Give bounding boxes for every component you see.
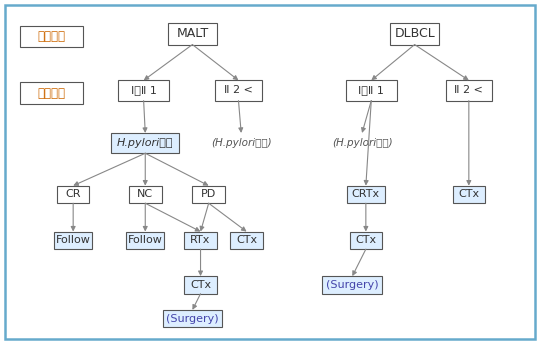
Bar bbox=[54, 232, 92, 249]
Text: CTx: CTx bbox=[190, 280, 211, 290]
Text: DLBCL: DLBCL bbox=[394, 27, 435, 40]
Text: (H.pylori除菌): (H.pylori除菌) bbox=[211, 138, 272, 148]
Bar bbox=[347, 186, 385, 203]
Bar bbox=[112, 133, 179, 153]
Text: (Surgery): (Surgery) bbox=[166, 314, 219, 324]
Text: NC: NC bbox=[137, 189, 153, 200]
Text: I，Ⅱ 1: I，Ⅱ 1 bbox=[131, 85, 157, 95]
Bar bbox=[346, 80, 397, 100]
Text: CTx: CTx bbox=[236, 235, 257, 245]
Text: CTx: CTx bbox=[459, 189, 479, 200]
Bar bbox=[129, 186, 162, 203]
Text: 生検組織: 生検組織 bbox=[37, 30, 66, 43]
Text: CR: CR bbox=[66, 189, 81, 200]
Text: Follow: Follow bbox=[56, 235, 91, 245]
Bar bbox=[57, 186, 89, 203]
Text: RTx: RTx bbox=[190, 235, 211, 245]
Bar bbox=[118, 80, 169, 100]
Text: PD: PD bbox=[201, 189, 216, 200]
Bar bbox=[453, 186, 485, 203]
Bar bbox=[184, 232, 217, 249]
Bar bbox=[230, 232, 263, 249]
Text: CRTx: CRTx bbox=[352, 189, 380, 200]
Text: Ⅱ 2 <: Ⅱ 2 < bbox=[454, 85, 483, 95]
Bar bbox=[192, 186, 225, 203]
Bar bbox=[168, 23, 217, 45]
Text: (Surgery): (Surgery) bbox=[326, 280, 379, 290]
Bar bbox=[184, 276, 217, 294]
Bar bbox=[21, 82, 82, 104]
Text: Ⅱ 2 <: Ⅱ 2 < bbox=[224, 85, 253, 95]
Text: 臨床病期: 臨床病期 bbox=[37, 87, 66, 100]
Bar bbox=[350, 232, 382, 249]
Bar bbox=[216, 80, 262, 100]
Text: MALT: MALT bbox=[176, 27, 209, 40]
Text: CTx: CTx bbox=[356, 235, 376, 245]
Bar bbox=[446, 80, 492, 100]
Bar bbox=[126, 232, 164, 249]
Bar bbox=[21, 26, 82, 47]
Bar bbox=[322, 276, 382, 294]
Text: I，Ⅱ 1: I，Ⅱ 1 bbox=[358, 85, 384, 95]
Bar bbox=[390, 23, 439, 45]
Text: H.pylori除菌: H.pylori除菌 bbox=[117, 138, 173, 148]
Text: (H.pylori除菌): (H.pylori除菌) bbox=[332, 138, 392, 148]
Bar bbox=[163, 310, 222, 328]
Text: Follow: Follow bbox=[128, 235, 163, 245]
